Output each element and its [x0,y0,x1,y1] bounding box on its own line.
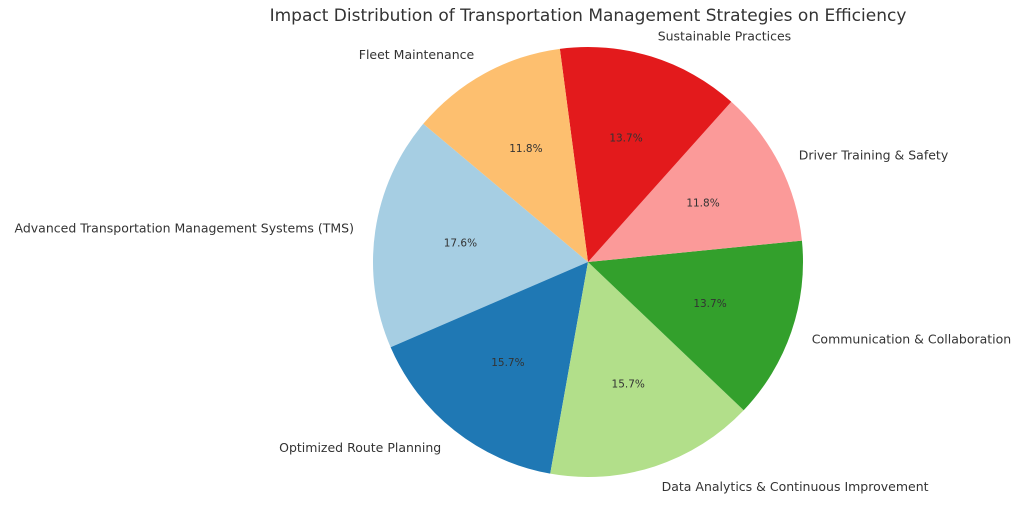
pie-slice-data-analytics-continuous-improvement [550,262,744,478]
pct-label-driver-training-safety: 11.8% [686,198,719,210]
category-label-data-analytics-continuous-improvement: Data Analytics & Continuous Improvement [662,479,929,494]
category-label-optimized-route-planning: Optimized Route Planning [279,440,441,455]
pct-label-data-analytics-continuous-improvement: 15.7% [612,379,645,391]
pie-slices [372,47,804,478]
category-label-driver-training-safety: Driver Training & Safety [799,147,949,162]
pie-slice-optimized-route-planning [390,262,588,474]
pie-slice-fleet-maintenance [423,48,588,262]
pie-slice-communication-collaboration [588,240,804,411]
pct-label-sustainable-practices: 13.7% [609,133,642,145]
pct-label-optimized-route-planning: 15.7% [491,357,524,369]
pct-label-communication-collaboration: 13.7% [693,298,726,310]
pie-labels: 17.6% Advanced Transportation Management … [15,29,1012,495]
pct-label-advanced-transportation-management-systems-tms: 17.6% [444,237,477,249]
pct-label-fleet-maintenance: 11.8% [509,143,542,155]
pie-slice-driver-training-safety [588,101,802,262]
chart-title: Impact Distribution of Transportation Ma… [270,6,907,26]
category-label-sustainable-practices: Sustainable Practices [658,29,792,44]
category-label-fleet-maintenance: Fleet Maintenance [359,47,475,62]
category-label-communication-collaboration: Communication & Collaboration [812,331,1012,346]
pie-slice-sustainable-practices [559,47,732,262]
category-label-advanced-transportation-management-systems-tms: Advanced Transportation Management Syste… [15,220,354,235]
pie-slice-advanced-transportation-management-systems-tms [372,123,588,348]
